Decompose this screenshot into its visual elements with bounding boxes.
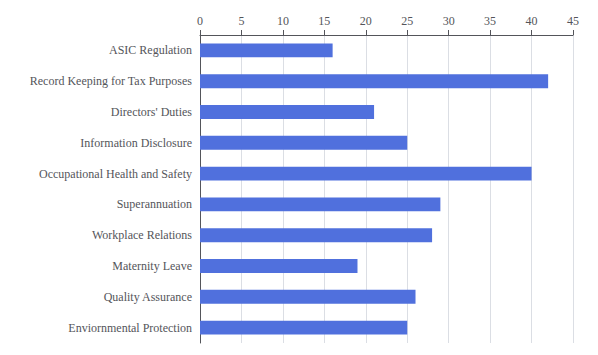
svg-text:35: 35 — [484, 14, 496, 28]
svg-text:ASIC Regulation: ASIC Regulation — [109, 43, 192, 57]
svg-text:Maternity Leave: Maternity Leave — [112, 259, 192, 273]
svg-text:40: 40 — [526, 14, 538, 28]
svg-text:Superannuation: Superannuation — [117, 197, 192, 211]
svg-text:30: 30 — [443, 14, 455, 28]
svg-text:Enviornmental Protection: Enviornmental Protection — [68, 321, 192, 335]
svg-text:Record Keeping for Tax Purpose: Record Keeping for Tax Purposes — [30, 74, 193, 88]
svg-text:0: 0 — [197, 14, 203, 28]
svg-text:45: 45 — [567, 14, 579, 28]
svg-text:Information Disclosure: Information Disclosure — [80, 136, 192, 150]
svg-text:Occupational Health and Safety: Occupational Health and Safety — [39, 167, 192, 181]
svg-text:25: 25 — [401, 14, 413, 28]
svg-text:20: 20 — [360, 14, 372, 28]
svg-text:5: 5 — [238, 14, 244, 28]
svg-text:Quality Assurance: Quality Assurance — [104, 290, 192, 304]
svg-text:Directors' Duties: Directors' Duties — [111, 105, 192, 119]
svg-text:Workplace Relations: Workplace Relations — [92, 228, 192, 242]
svg-text:15: 15 — [318, 14, 330, 28]
svg-text:10: 10 — [277, 14, 289, 28]
